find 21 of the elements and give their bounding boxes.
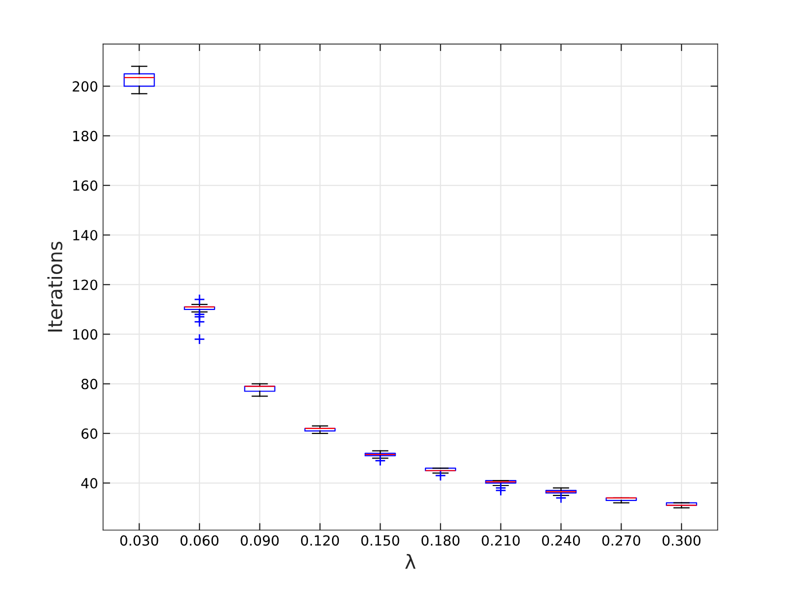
x-tick-label: 0.120: [301, 535, 339, 546]
x-tick-label: 0.210: [482, 535, 520, 546]
y-tick-label: 180: [73, 130, 98, 142]
y-tick-label: 80: [81, 378, 98, 390]
x-tick-label: 0.150: [361, 535, 400, 546]
x-tick-label: 0.240: [542, 535, 580, 546]
x-tick-label: 0.090: [240, 535, 279, 546]
x-tick-label: 0.270: [602, 535, 640, 546]
y-tick-label: 140: [73, 230, 98, 240]
y-tick-label: 100: [73, 329, 98, 340]
x-tick-label: 0.060: [180, 535, 218, 546]
x-tick-label: 0.030: [120, 535, 158, 546]
y-tick-label: 160: [73, 180, 98, 191]
y-tick-label: 120: [73, 280, 98, 290]
x-axis-title: λ: [405, 554, 416, 569]
x-tick-label: 0.180: [422, 535, 460, 546]
y-tick-label: 200: [72, 81, 98, 92]
x-tick-label: 0.300: [662, 535, 700, 546]
y-tick-label: 40: [81, 478, 98, 488]
y-tick-label: 60: [82, 428, 98, 439]
y-axis-title: Iterations: [47, 242, 62, 332]
